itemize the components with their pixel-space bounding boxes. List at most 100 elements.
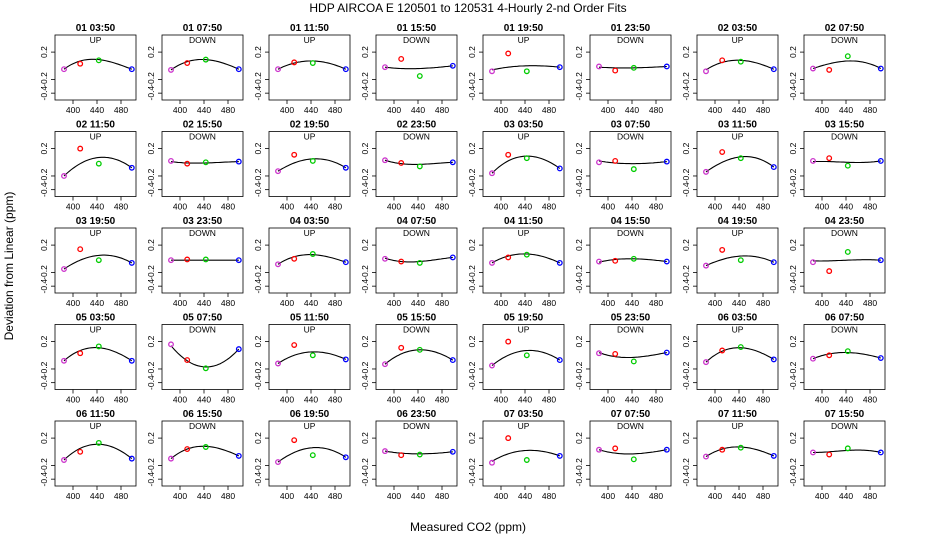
y-tick-label: -0.4 [788,182,798,197]
y-tick-label: -0.4 [788,86,798,101]
y-tick-label: -0.2 [360,265,370,280]
data-point [416,259,423,266]
panel-direction-label: UP [304,228,316,238]
data-point [505,435,512,442]
panel-title: 01 03:50 [76,23,116,34]
data-point [61,357,67,364]
fit-curve [63,347,133,362]
x-tick-label: 400 [708,395,722,405]
panel-title: 03 11:50 [718,120,757,131]
y-tick-label: -0.2 [574,361,584,376]
fit-curve [170,161,239,164]
y-tick-label: -0.2 [146,265,156,280]
data-point [275,168,281,175]
panel-direction-label: DOWN [403,421,430,431]
panel-frame [268,420,351,487]
panel-frame [268,324,351,390]
panel-frame [375,131,458,197]
x-tick-label: 440 [732,395,746,405]
x-tick-label: 440 [411,395,425,405]
data-point [235,452,242,459]
data-point [398,160,405,166]
data-point [630,255,637,262]
panel-title: 06 15:50 [183,409,223,420]
y-tick-label: -0.2 [360,361,370,376]
y-tick-label: 0.2 [253,432,263,444]
x-tick-label: 400 [708,105,722,115]
panel-title: 04 11:50 [504,216,543,227]
data-point [168,66,174,73]
data-point [719,347,726,354]
data-point [770,164,777,171]
panel-frame [161,420,244,487]
x-tick-label: 480 [649,105,663,115]
data-point [168,341,174,348]
panel-direction-label: DOWN [831,228,858,238]
data-point [128,455,135,462]
y-tick-label: -0.2 [146,458,156,473]
x-tick-label: 400 [601,298,615,308]
x-tick-label: 480 [649,491,663,501]
y-tick-label: -0.4 [360,279,370,294]
panel-frame [375,420,458,487]
y-tick-label: -0.4 [39,279,49,294]
y-tick-label: 0.2 [253,46,263,58]
data-point [826,352,833,359]
data-point [703,168,709,175]
x-tick-label: 440 [90,105,104,115]
x-tick-label: 480 [756,395,770,405]
x-tick-label: 480 [435,105,449,115]
y-tick-label: -0.2 [253,265,263,280]
y-tick-label: -0.2 [788,265,798,280]
y-tick-label: -0.4 [467,375,477,390]
fit-curve [598,65,667,69]
panel-title: 05 23:50 [611,313,651,324]
figure-title: HDP AIRCOA E 120501 to 120531 4-Hourly 2… [309,1,626,15]
y-tick-label: -0.4 [360,472,370,487]
panel-direction-label: DOWN [189,132,216,142]
panel-frame [696,34,779,101]
x-tick-label: 480 [649,298,663,308]
x-tick-label: 480 [435,298,449,308]
data-point [630,358,637,365]
x-tick-label: 480 [863,298,877,308]
data-point [128,259,135,266]
data-point [61,66,67,73]
data-point [449,448,456,455]
panel-frame [54,227,137,294]
panel-frame [482,227,565,294]
panel-direction-label: DOWN [189,35,216,45]
data-point [275,66,281,73]
x-tick-label: 400 [708,491,722,501]
x-tick-label: 440 [304,105,318,115]
y-tick-label: -0.2 [360,458,370,473]
x-tick-label: 440 [518,491,532,501]
y-tick-label: -0.2 [146,168,156,183]
x-tick-label: 440 [625,202,639,212]
x-tick-label: 400 [494,491,508,501]
data-point [235,66,242,73]
data-point [128,357,135,364]
y-tick-label: -0.2 [39,458,49,473]
panel-frame [482,34,565,101]
y-tick-label: -0.4 [788,375,798,390]
x-tick-label: 400 [66,202,80,212]
fit-curve [277,351,347,364]
panel-frame [589,34,672,101]
x-tick-label: 440 [90,491,104,501]
data-point [877,449,884,456]
y-tick-label: -0.4 [574,182,584,197]
x-tick-label: 440 [197,105,211,115]
x-tick-label: 440 [197,395,211,405]
panel-direction-label: DOWN [403,325,430,335]
fit-curve [63,443,133,461]
